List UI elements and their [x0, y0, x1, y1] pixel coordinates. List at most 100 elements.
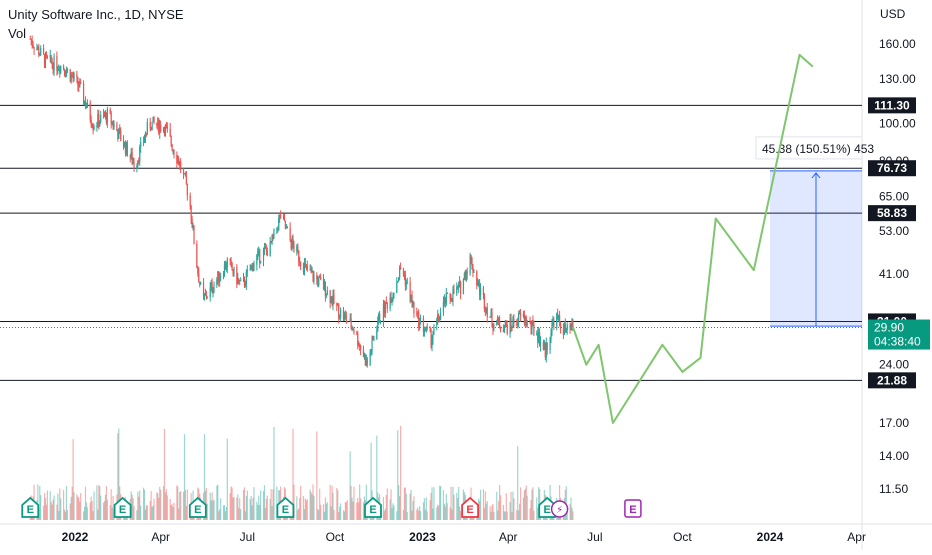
volume-bar — [173, 502, 175, 520]
volume-bar — [92, 511, 94, 520]
volume-bar — [264, 507, 267, 520]
volume-bar — [331, 485, 333, 520]
event-marker — [550, 500, 569, 518]
candle-body — [243, 277, 246, 286]
volume-bar — [317, 508, 319, 520]
candle-body — [364, 354, 366, 366]
earnings-marker — [461, 496, 480, 518]
volume-bar — [451, 509, 453, 520]
volume-bar — [349, 451, 351, 520]
volume-bar — [159, 486, 161, 520]
volume-bar — [502, 504, 505, 520]
candle-body — [439, 319, 441, 321]
candle-body — [390, 297, 392, 303]
volume-bar — [60, 498, 62, 520]
volume-bar — [222, 505, 225, 520]
candle-body — [46, 55, 48, 58]
volume-bar — [340, 503, 342, 520]
candle-body — [138, 160, 140, 162]
volume-bar — [96, 485, 98, 520]
candle-body — [59, 69, 61, 73]
candle-body — [399, 267, 401, 278]
volume-bar — [242, 489, 245, 520]
candle-body — [104, 113, 107, 117]
volume-bar — [311, 494, 313, 520]
candle-body — [424, 330, 426, 332]
candle-body — [431, 339, 433, 346]
volume-bar — [530, 499, 532, 520]
volume-bar — [484, 491, 486, 520]
volume-bar — [172, 507, 174, 520]
candle-body — [229, 258, 231, 261]
candle-body — [180, 162, 182, 170]
candle-body — [410, 295, 412, 302]
candle-body — [269, 241, 271, 257]
candle-body — [523, 314, 525, 324]
candle-body — [569, 324, 571, 329]
volume-bar — [151, 506, 153, 520]
candle-body — [325, 294, 327, 296]
volume-bar — [220, 498, 222, 520]
candle-body — [102, 114, 105, 116]
candle-body — [492, 326, 494, 329]
volume-bar — [397, 430, 399, 520]
candle-body — [277, 227, 279, 230]
candle-body — [489, 316, 491, 318]
candle-body — [336, 303, 338, 306]
candle-body — [426, 326, 428, 328]
volume-bar — [302, 495, 305, 520]
volume-bar — [333, 509, 335, 520]
volume-bar — [490, 511, 492, 520]
candle-body — [142, 141, 145, 143]
volume-bar — [571, 507, 573, 520]
volume-bar — [436, 507, 438, 520]
candle-body — [189, 195, 191, 206]
volume-bar — [44, 498, 47, 520]
volume-bar — [219, 509, 221, 520]
candle-body — [30, 38, 32, 41]
volume-bar — [258, 495, 260, 520]
volume-bar — [262, 491, 265, 520]
volume-bar — [323, 511, 326, 520]
volume-bar — [46, 490, 48, 520]
volume-bar — [339, 506, 341, 520]
candle-body — [226, 258, 228, 268]
volume-bar — [503, 511, 505, 520]
volume-bar — [163, 428, 166, 520]
candle-body — [109, 109, 111, 113]
volume-bar — [205, 487, 207, 520]
volume-bar — [320, 504, 322, 520]
candle-body — [443, 297, 445, 303]
volume-bar — [265, 498, 267, 520]
volume-bar — [177, 486, 179, 520]
volume-bar — [443, 503, 445, 520]
volume-bar — [430, 493, 432, 520]
measure-info-box — [755, 136, 863, 160]
candle-body — [165, 125, 167, 127]
candle-body — [119, 128, 121, 131]
volume-bar — [117, 433, 119, 520]
candle-body — [466, 271, 468, 274]
volume-bar — [345, 502, 347, 520]
volume-bar — [251, 505, 253, 520]
candle-body — [211, 283, 213, 292]
volume-bar — [110, 489, 112, 520]
volume-bar — [351, 497, 353, 520]
earnings-marker — [276, 496, 295, 518]
candle-body — [166, 126, 168, 129]
projection-path — [571, 53, 814, 424]
candle-body — [518, 313, 520, 323]
volume-bar — [157, 493, 159, 520]
candle-body — [436, 320, 438, 326]
volume-bar — [449, 507, 451, 520]
candle-body — [525, 317, 527, 326]
candle-body — [76, 73, 78, 78]
candle-body — [191, 219, 193, 228]
candle-body — [306, 265, 308, 271]
level-label-box — [868, 372, 916, 389]
candle-body — [271, 235, 273, 244]
volume-bar — [203, 434, 206, 520]
candle-body — [378, 314, 380, 323]
